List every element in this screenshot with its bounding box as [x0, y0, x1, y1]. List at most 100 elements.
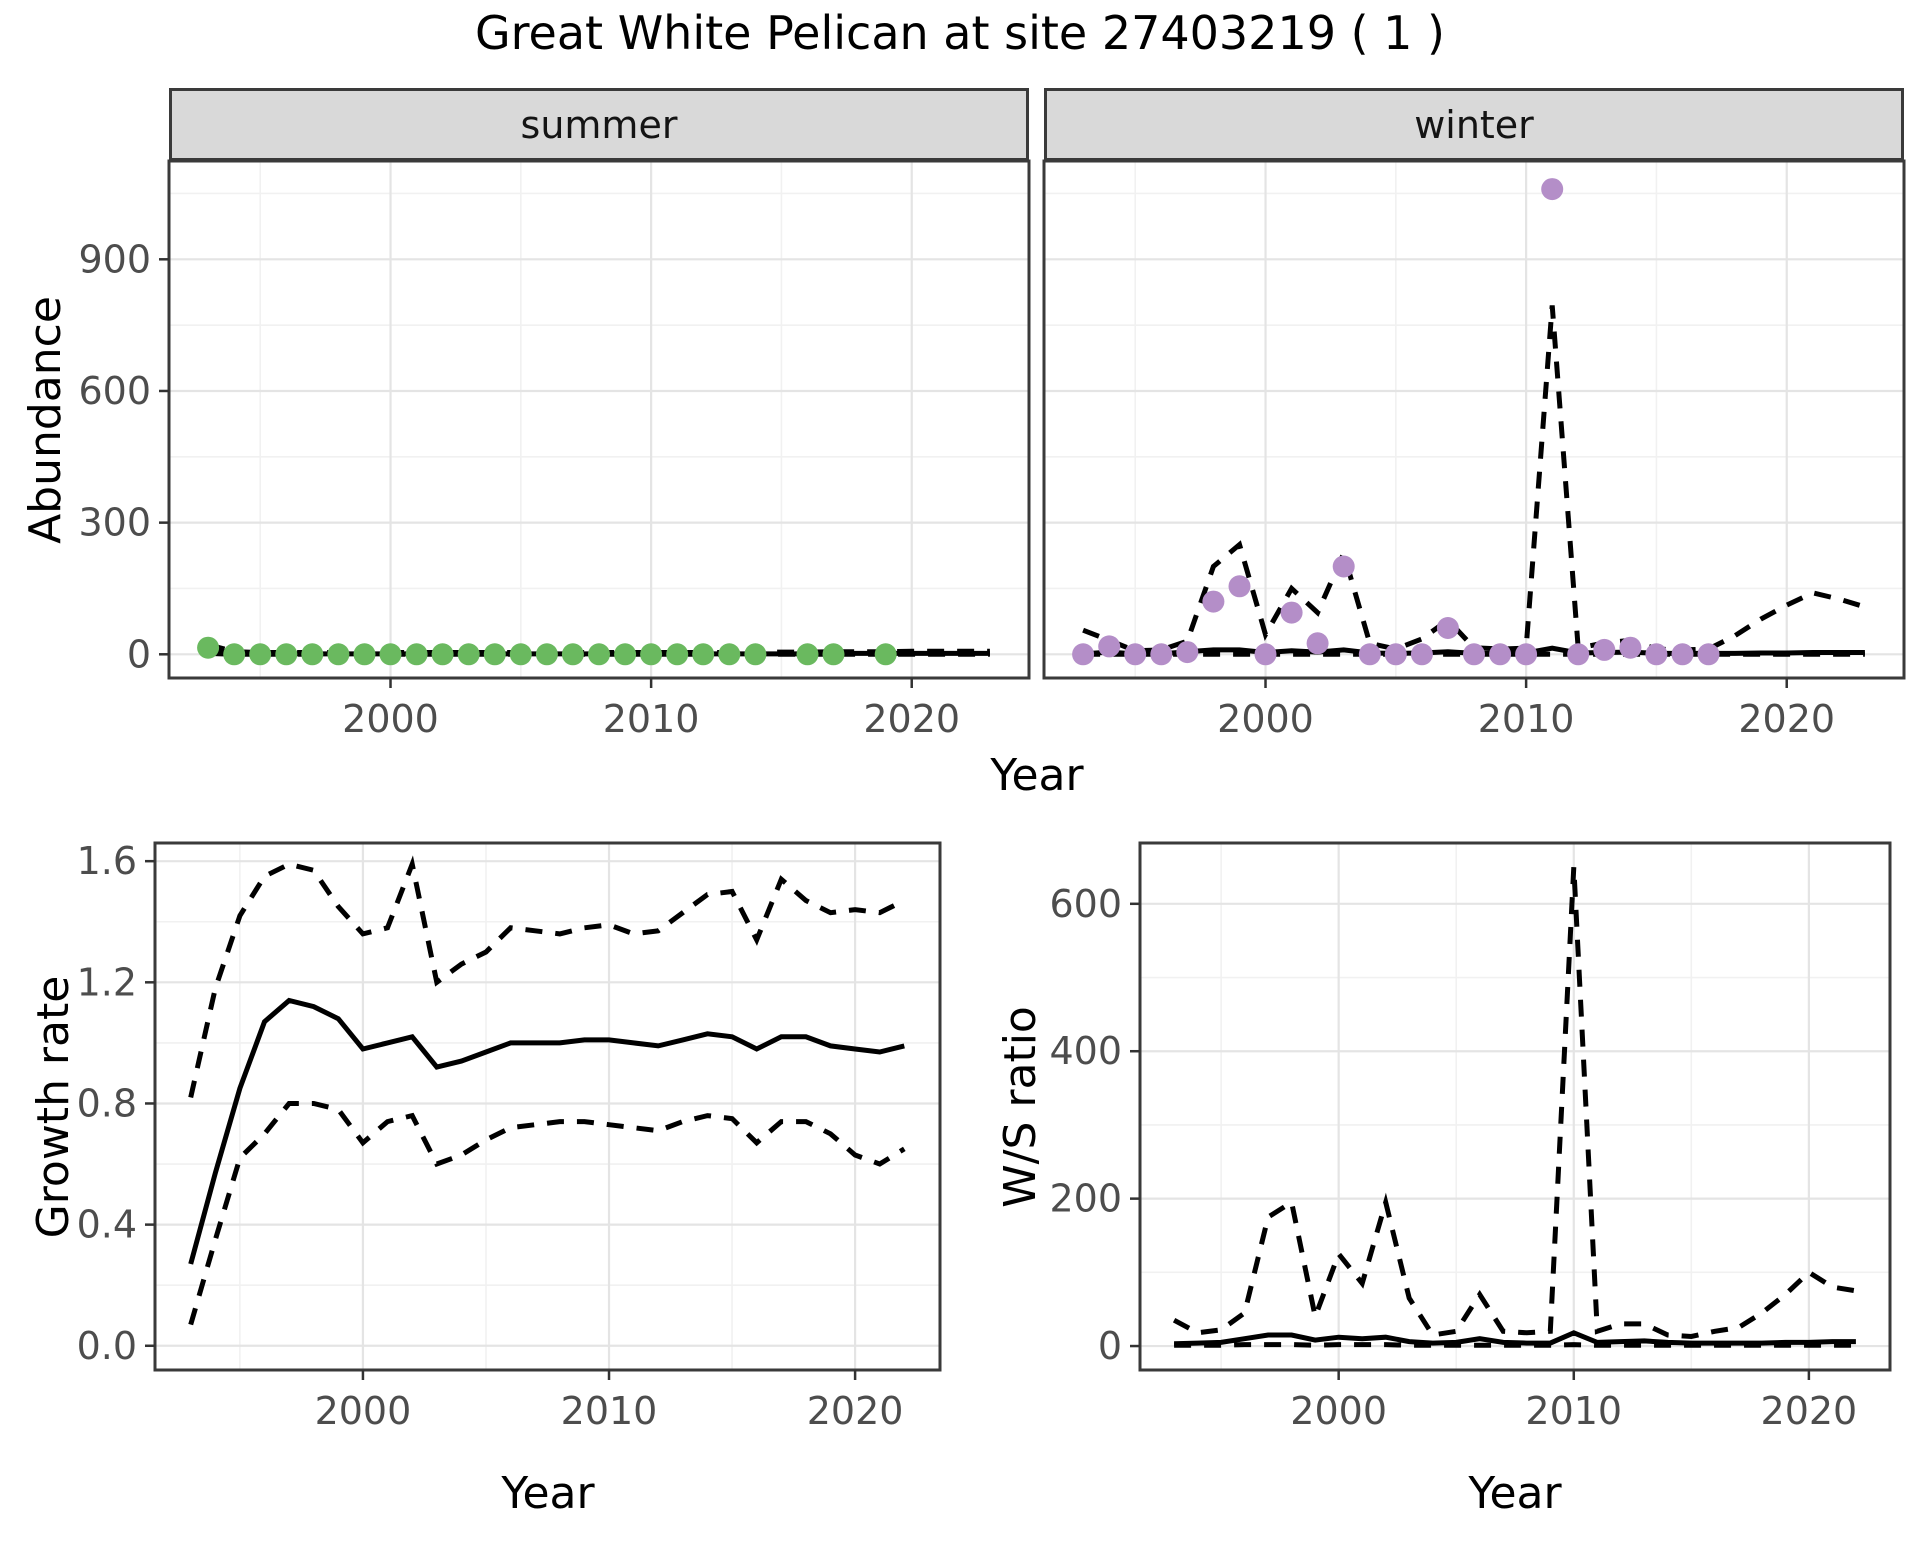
data-point — [509, 643, 532, 666]
figure-title: Great White Pelican at site 27403219 ( 1… — [475, 6, 1445, 60]
data-point — [1619, 636, 1642, 659]
data-point — [1098, 635, 1121, 658]
series-median-line — [1174, 1330, 1856, 1347]
panel-abundance-summer: 2000 2010 2020 0 300 600 900 — [78, 159, 1031, 741]
y-tick-label: 1.2 — [77, 960, 137, 1004]
data-point — [561, 643, 584, 666]
data-point — [588, 643, 610, 666]
x-tick-label: 2000 — [1290, 1389, 1387, 1433]
data-point — [223, 643, 246, 666]
data-point — [327, 643, 350, 666]
x-tick-label: 2020 — [863, 697, 960, 741]
y-tick-label: 400 — [1049, 1029, 1122, 1073]
x-axis-label-year-growth: Year — [501, 1468, 595, 1519]
series-lower_ci — [1174, 1342, 1856, 1348]
series-upper_ci-line — [1172, 866, 1857, 1340]
x-axis-label-year-top: Year — [990, 750, 1084, 801]
data-point — [535, 643, 558, 666]
y-tick-label: 0 — [127, 632, 151, 676]
axis-ticks: 2000 2010 2020 0.0 0.4 0.8 1.2 1.6 — [77, 839, 904, 1433]
y-tick-label: 300 — [78, 501, 151, 545]
panel-background — [169, 161, 1029, 678]
x-tick-label: 2010 — [603, 697, 700, 741]
panel-abundance-winter: 2000 2010 2020 — [1042, 159, 1906, 741]
series-median — [1174, 1330, 1856, 1347]
panel-border — [153, 841, 942, 1372]
panel-growth-rate: 2000 2010 2020 0.0 0.4 0.8 1.2 1.6 — [77, 839, 942, 1433]
data-point — [1124, 643, 1147, 666]
gridlines-minor — [169, 161, 1029, 678]
data-point — [614, 643, 637, 666]
data-point — [379, 643, 402, 666]
data-point — [1645, 643, 1668, 666]
data-point — [1332, 555, 1355, 578]
data-point — [1697, 643, 1720, 666]
y-tick-label: 0.4 — [77, 1203, 137, 1247]
panel-background — [1044, 161, 1904, 678]
data-point — [1254, 643, 1277, 666]
data-point — [1072, 643, 1095, 666]
series-upper_ci — [1172, 866, 1857, 1340]
data-point — [1176, 641, 1199, 664]
data-point — [822, 643, 845, 666]
data-point — [1150, 643, 1173, 666]
data-point — [1384, 643, 1407, 666]
facet-strip-summer: summer — [169, 88, 1029, 161]
data-point — [1280, 601, 1303, 624]
data-point — [1228, 575, 1251, 598]
series-median — [188, 997, 905, 1265]
axis-ticks: 2000 2010 2020 0 200 400 600 — [1049, 882, 1857, 1433]
data-point — [718, 643, 741, 666]
gridlines-minor — [1044, 161, 1904, 678]
x-tick-label: 2000 — [315, 1389, 412, 1433]
x-tick-label: 2020 — [807, 1389, 904, 1433]
y-tick-label: 600 — [78, 369, 151, 413]
axis-ticks: 2000 2010 2020 — [1217, 678, 1835, 741]
data-point — [640, 643, 663, 666]
observed-abundance-points — [197, 636, 897, 666]
series-median-line — [188, 997, 905, 1265]
x-tick-label: 2000 — [342, 697, 439, 741]
x-tick-label: 2020 — [1761, 1389, 1858, 1433]
series-upper_ci — [1082, 305, 1866, 654]
y-tick-label: 200 — [1049, 1177, 1122, 1221]
observed-abundance-points — [1072, 178, 1720, 666]
data-point — [692, 643, 715, 666]
panel-border — [1042, 159, 1906, 680]
data-point — [431, 643, 454, 666]
data-point — [874, 643, 897, 666]
data-point — [744, 643, 767, 666]
data-point — [1410, 643, 1433, 666]
panel-background — [1140, 843, 1890, 1370]
panel-ws-ratio: 2000 2010 2020 0 200 400 600 — [1049, 841, 1892, 1433]
x-tick-label: 2000 — [1217, 697, 1314, 741]
x-tick-label: 2010 — [1478, 697, 1575, 741]
data-point — [1671, 643, 1694, 666]
series-lower_ci-line — [1174, 1342, 1856, 1348]
panel-border — [167, 159, 1031, 680]
axis-ticks: 2000 2010 2020 0 300 600 900 — [78, 237, 960, 741]
y-tick-label: 600 — [1049, 882, 1122, 926]
data-point — [1541, 178, 1564, 201]
data-point — [405, 643, 428, 666]
series-lower_ci-line — [188, 1101, 906, 1326]
data-point — [1202, 590, 1225, 613]
data-point — [457, 643, 480, 666]
x-tick-label: 2010 — [561, 1389, 658, 1433]
gridlines-major — [155, 843, 940, 1370]
data-point — [1567, 643, 1590, 666]
gridlines-minor — [1140, 843, 1890, 1370]
y-tick-label: 0.0 — [77, 1324, 137, 1368]
data-point — [1463, 643, 1485, 666]
series-upper_ci-line — [188, 855, 906, 1098]
data-point — [301, 643, 324, 666]
y-tick-label: 0 — [1098, 1324, 1122, 1368]
series-lower_ci — [188, 1101, 906, 1326]
data-point — [1436, 617, 1459, 639]
series-upper_ci — [188, 855, 906, 1098]
series-upper_ci-line — [1082, 305, 1866, 654]
panel-border — [1138, 841, 1892, 1372]
data-point — [796, 643, 819, 666]
data-point — [666, 643, 689, 666]
